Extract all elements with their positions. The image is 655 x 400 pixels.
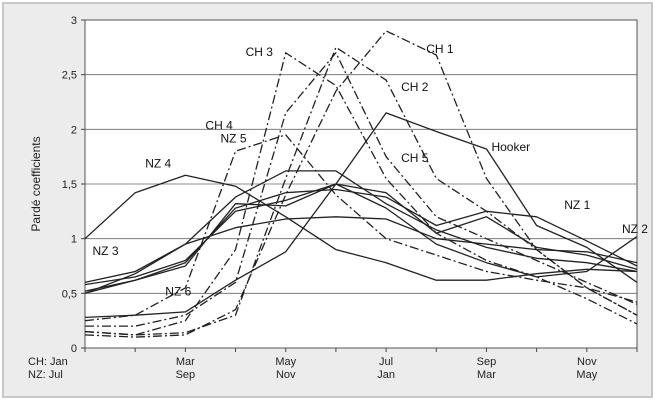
series-label-hooker: Hooker — [491, 140, 530, 154]
y-tick-label-5: 2,5 — [62, 70, 77, 82]
series-line-ch-5 — [85, 52, 638, 327]
series-label-nz-5: NZ 5 — [220, 131, 246, 145]
y-tick-labels: 0 0,5 1 1,5 2 2,5 3 — [62, 15, 77, 355]
grid-lines — [81, 19, 637, 349]
series-label-nz-3: NZ 3 — [93, 244, 119, 258]
x-tick-label-bottom-2: Nov — [276, 369, 296, 381]
series-line-ch-2 — [84, 46, 638, 336]
series-label-ch-3: CH 3 — [246, 45, 274, 59]
y-tick-label-6: 3 — [71, 15, 77, 27]
x-tick-label-bottom-3: Jan — [377, 369, 395, 381]
series-label-ch-5: CH 5 — [401, 151, 429, 165]
x-tick-label-top-4: Sep — [477, 356, 497, 368]
series-line-nz-6 — [84, 183, 638, 294]
series-line-nz-2 — [84, 183, 638, 286]
series-label-nz-1: NZ 1 — [564, 198, 590, 212]
series-label-nz-4: NZ 4 — [145, 157, 171, 171]
series-labels: CH 1 CH 2 CH 3 CH 4 CH 5 Hooker NZ 1 NZ 2 NZ 3 NZ… — [93, 42, 649, 299]
x-tick-label-bottom-4: Mar — [477, 369, 496, 381]
series-label-nz-6: NZ 6 — [165, 285, 191, 299]
series-line-hooker — [84, 112, 638, 319]
series-line-ch-1 — [84, 30, 638, 338]
series-label-ch-4: CH 4 — [205, 118, 233, 132]
x-tick-label-top-0: CH: Jan — [28, 356, 68, 368]
x-tick-label-top-2: May — [275, 356, 296, 368]
x-tick-label-top-5: Nov — [577, 356, 597, 368]
y-axis-label: Pardé coefficients — [29, 136, 43, 231]
y-tick-label-4: 2 — [71, 124, 77, 136]
y-tick-label-1: 0,5 — [62, 288, 77, 300]
series-line-nz-4 — [84, 174, 638, 281]
series-label-ch-1: CH 1 — [426, 42, 454, 56]
x-tick-label-bottom-5: May — [576, 369, 597, 381]
y-tick-label-0: 0 — [71, 343, 77, 355]
series-label-nz-2: NZ 2 — [622, 222, 648, 236]
x-tick-label-bottom-0: NZ: Jul — [28, 369, 63, 381]
x-tick-label-bottom-1: Sep — [176, 369, 196, 381]
y-tick-label-2: 1 — [71, 234, 77, 246]
series-lines — [84, 30, 638, 338]
series-line-nz-5 — [84, 170, 638, 294]
x-tick-label-top-3: Jul — [379, 356, 393, 368]
series-line-nz-1 — [84, 188, 638, 292]
series-line-ch-3 — [84, 52, 638, 336]
y-tick-label-3: 1,5 — [62, 179, 77, 191]
series-label-ch-2: CH 2 — [401, 80, 429, 94]
x-tick-label-top-1: Mar — [176, 356, 195, 368]
series-line-ch-4 — [84, 134, 638, 322]
